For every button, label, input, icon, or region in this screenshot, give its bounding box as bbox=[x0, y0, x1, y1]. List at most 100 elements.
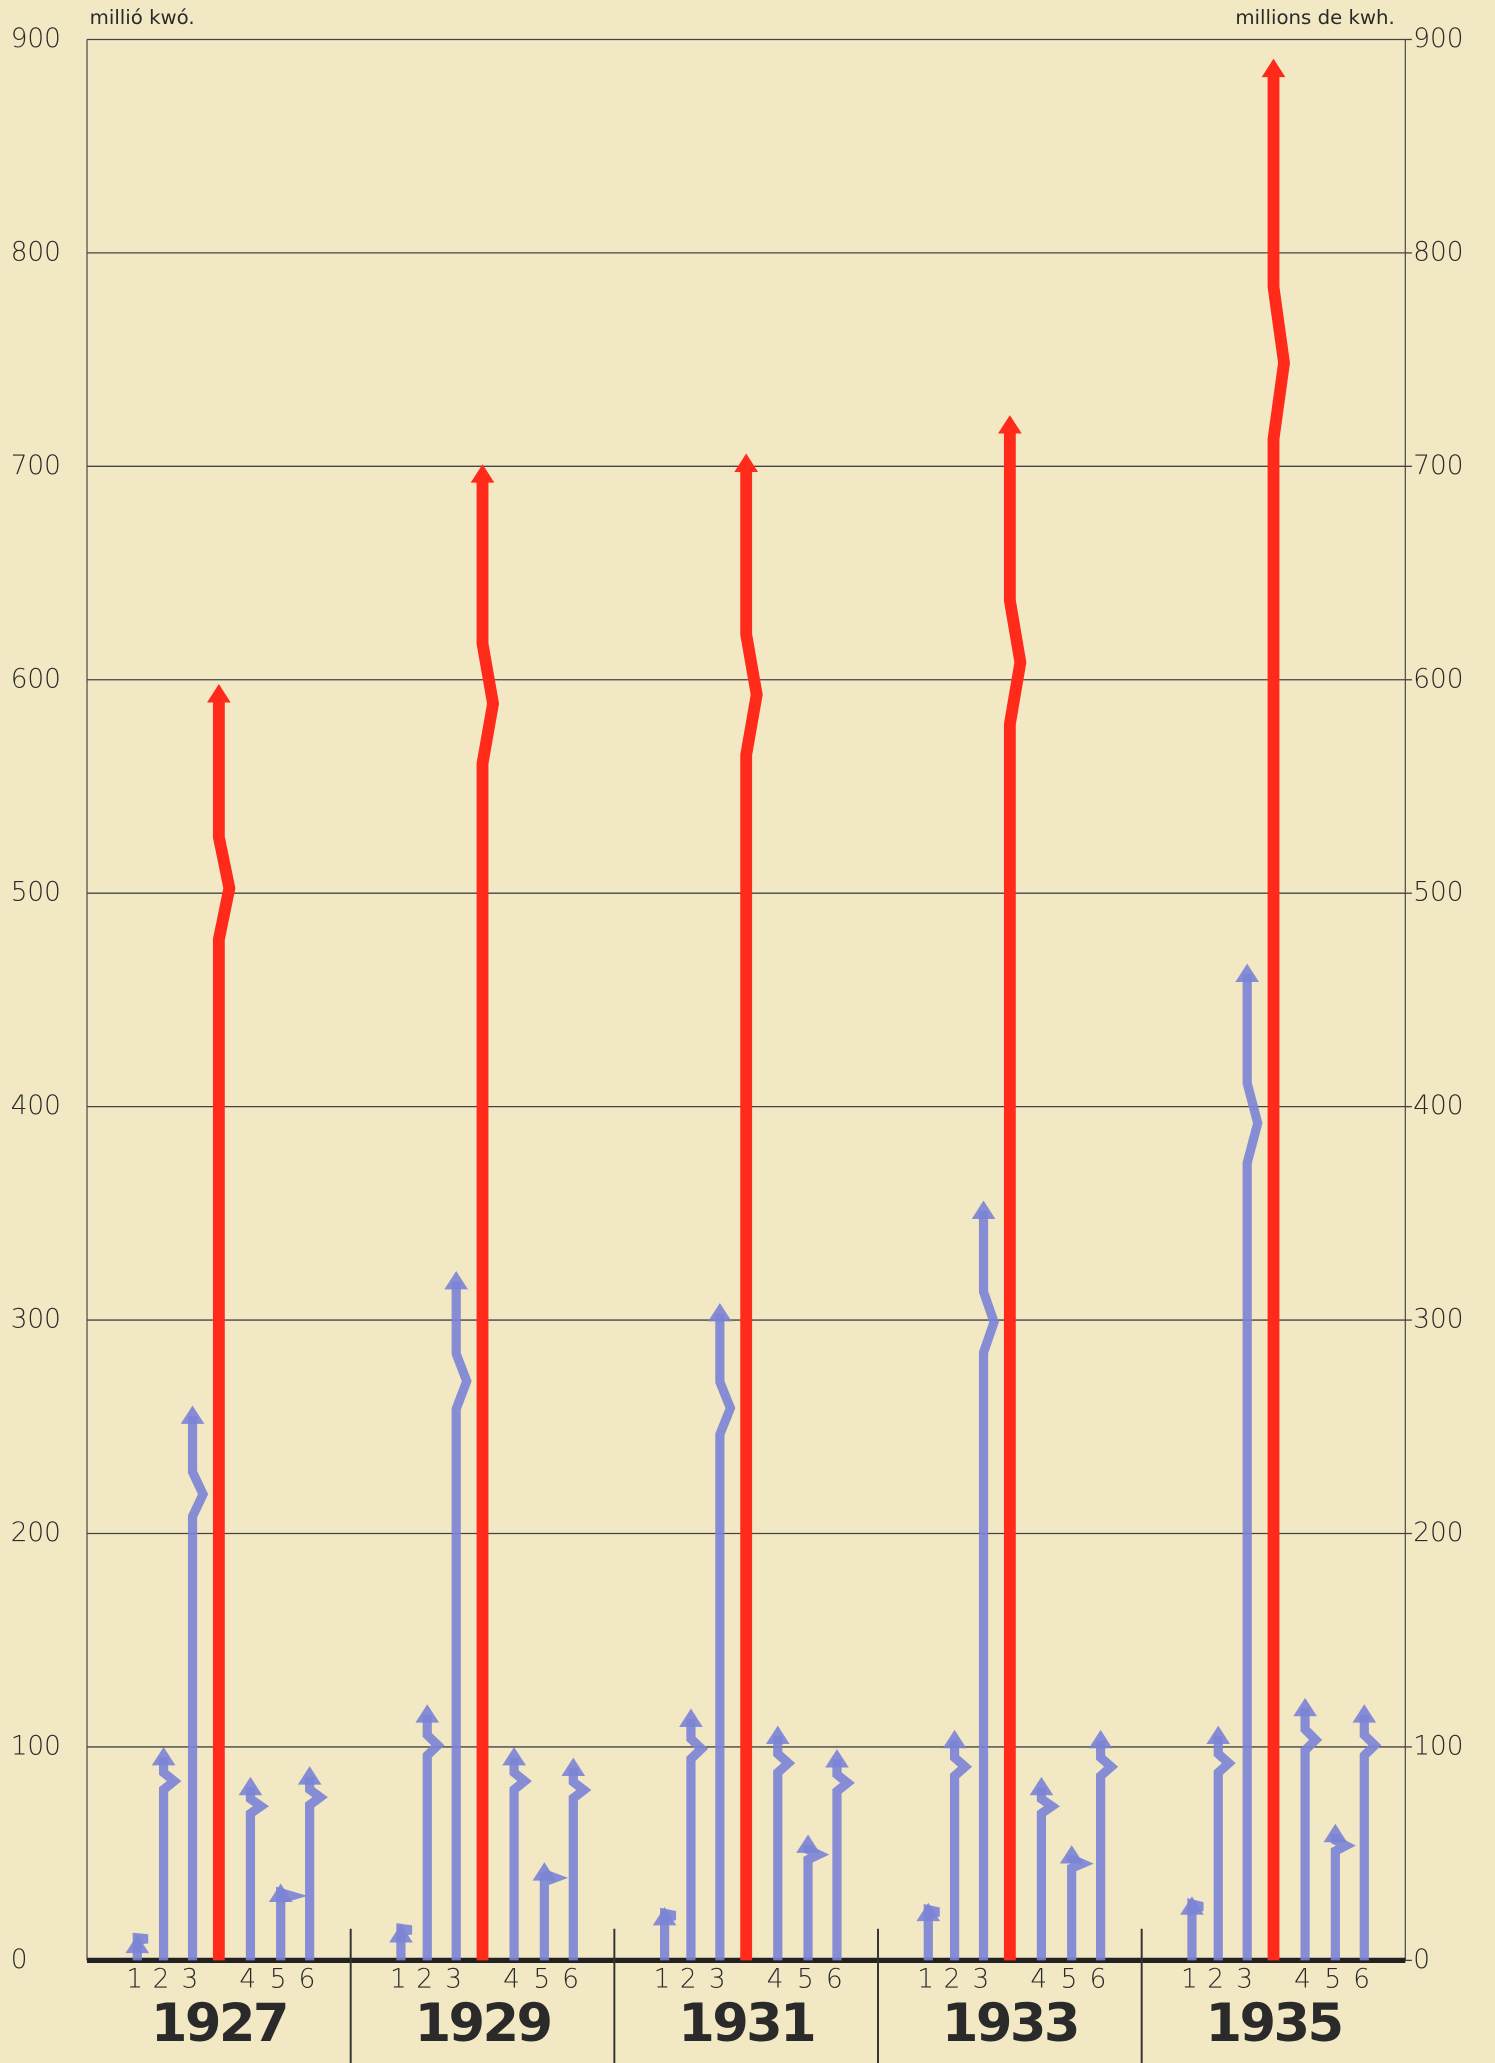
series-number: 2 bbox=[1207, 1965, 1224, 1995]
year-label: 1931 bbox=[678, 1993, 814, 2054]
y2-tick-label: 200 bbox=[1413, 1518, 1463, 1548]
arrow-head bbox=[1352, 1704, 1377, 1723]
y-tick-label: 400 bbox=[11, 1091, 61, 1121]
series-number: 5 bbox=[270, 1965, 287, 1995]
series-number: 6 bbox=[826, 1965, 843, 1995]
arrow-head bbox=[1293, 1697, 1317, 1717]
y2-tick-label: 900 bbox=[1413, 24, 1463, 54]
arrow-head bbox=[1180, 1896, 1204, 1915]
arrow bbox=[422, 1714, 445, 1961]
arrow bbox=[212, 694, 236, 1961]
arrow-head bbox=[708, 1302, 732, 1322]
arrow bbox=[740, 464, 763, 1961]
arrow-head bbox=[561, 1757, 586, 1777]
series-number: 6 bbox=[299, 1965, 316, 1995]
series-number: 3 bbox=[973, 1965, 990, 1995]
series-number: 1 bbox=[390, 1965, 407, 1995]
series-number: 2 bbox=[416, 1965, 433, 1995]
arrow-head bbox=[652, 1907, 677, 1926]
y2-tick-label: 300 bbox=[1413, 1305, 1463, 1335]
arrow-head bbox=[268, 1883, 293, 1902]
y2-tick-label: 500 bbox=[1413, 878, 1463, 908]
y2-tick-label: 0 bbox=[1413, 1945, 1430, 1975]
arrow bbox=[476, 474, 500, 1961]
arrow bbox=[715, 1313, 736, 1961]
arrow-head bbox=[765, 1725, 790, 1745]
arrow-head bbox=[238, 1776, 263, 1796]
arrow bbox=[686, 1719, 709, 1961]
y-tick-label: 900 bbox=[11, 24, 61, 54]
arrow bbox=[832, 1759, 855, 1961]
arrow-head bbox=[1029, 1776, 1054, 1796]
series-number: 6 bbox=[1090, 1965, 1107, 1995]
arrow-head bbox=[297, 1766, 322, 1785]
y2-tick-label: 800 bbox=[1413, 237, 1463, 267]
arrow-head bbox=[125, 1934, 150, 1954]
arrow-head bbox=[825, 1749, 849, 1768]
arrow bbox=[1267, 69, 1291, 1961]
series-number: 6 bbox=[562, 1965, 579, 1995]
arrow bbox=[1003, 425, 1027, 1961]
arrow bbox=[509, 1757, 532, 1961]
series-number: 5 bbox=[533, 1965, 550, 1995]
series-number: 3 bbox=[445, 1965, 462, 1995]
arrow bbox=[1359, 1714, 1382, 1961]
arrow bbox=[1242, 974, 1263, 1961]
arrow-head bbox=[415, 1704, 440, 1723]
y-axis-label: millió kwó. bbox=[90, 6, 195, 29]
series-number: 4 bbox=[767, 1965, 784, 1995]
arrow bbox=[949, 1740, 973, 1961]
year-label: 1927 bbox=[151, 1993, 287, 2054]
arrow-head bbox=[1059, 1845, 1084, 1864]
y-tick-label: 100 bbox=[11, 1731, 61, 1761]
series-number: 4 bbox=[1030, 1965, 1047, 1995]
arrow-head bbox=[470, 464, 495, 483]
y-tick-label: 500 bbox=[11, 878, 61, 908]
y2-axis-label: millions de kwh. bbox=[1235, 6, 1394, 29]
arrow-head bbox=[444, 1270, 469, 1290]
arrow-head bbox=[679, 1708, 703, 1727]
series-number: 1 bbox=[1181, 1965, 1198, 1995]
series-number: 1 bbox=[654, 1965, 671, 1995]
arrow bbox=[978, 1211, 999, 1961]
year-label: 1935 bbox=[1206, 1993, 1342, 2054]
arrow-head bbox=[180, 1405, 205, 1424]
arrow bbox=[451, 1281, 472, 1961]
series-number: 4 bbox=[239, 1965, 256, 1995]
y2-tick-label: 700 bbox=[1413, 451, 1463, 481]
series-number: 5 bbox=[1324, 1965, 1341, 1995]
arrow bbox=[568, 1768, 592, 1961]
series-number: 5 bbox=[1061, 1965, 1078, 1995]
arrow-head bbox=[796, 1834, 820, 1853]
series-number: 1 bbox=[917, 1965, 934, 1995]
arrow-head bbox=[389, 1924, 413, 1943]
series-number: 2 bbox=[680, 1965, 697, 1995]
series-number: 4 bbox=[503, 1965, 520, 1995]
arrow-head bbox=[942, 1729, 967, 1749]
arrow bbox=[1096, 1740, 1119, 1961]
y-tick-label: 200 bbox=[11, 1518, 61, 1548]
arrow bbox=[1300, 1708, 1323, 1961]
arrow-head bbox=[151, 1746, 176, 1766]
y-tick-label: 600 bbox=[11, 664, 61, 694]
arrow bbox=[158, 1757, 182, 1961]
arrow-head bbox=[1206, 1725, 1231, 1745]
series-number: 2 bbox=[153, 1965, 170, 1995]
y-tick-label: 300 bbox=[11, 1305, 61, 1335]
series-number: 1 bbox=[126, 1965, 143, 1995]
arrow-head bbox=[1088, 1729, 1113, 1749]
y-tick-label: 0 bbox=[11, 1945, 28, 1975]
arrow bbox=[773, 1736, 796, 1961]
arrow-head bbox=[207, 684, 231, 703]
series-number: 6 bbox=[1353, 1965, 1370, 1995]
arrow bbox=[305, 1776, 328, 1961]
y-tick-label: 800 bbox=[11, 237, 61, 267]
arrow bbox=[1213, 1736, 1236, 1961]
series-number: 3 bbox=[1236, 1965, 1253, 1995]
year-label: 1933 bbox=[942, 1993, 1078, 2054]
arrow-head bbox=[502, 1746, 526, 1766]
series-number: 3 bbox=[182, 1965, 199, 1995]
arrow-head bbox=[532, 1862, 557, 1881]
